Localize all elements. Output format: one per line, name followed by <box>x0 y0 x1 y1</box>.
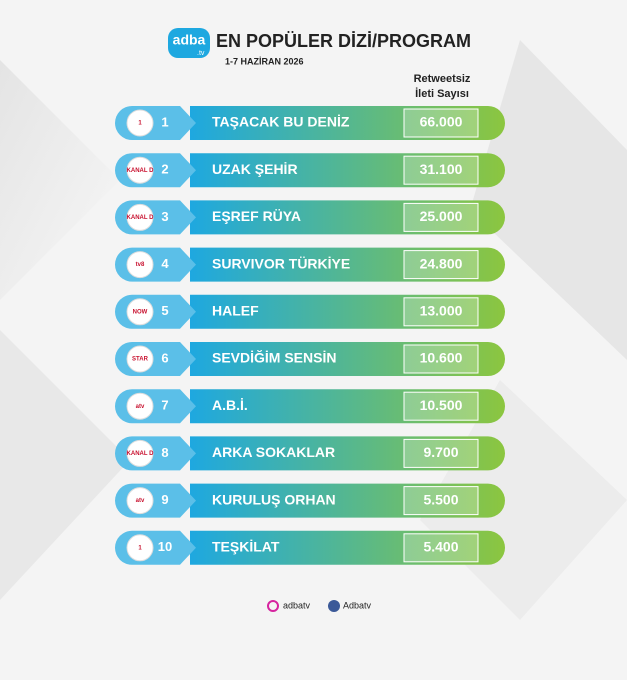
rank: 5 <box>161 303 168 318</box>
channel-name: NOW <box>133 309 148 315</box>
value: 5.500 <box>423 491 458 507</box>
rank: 7 <box>161 398 168 413</box>
channel-name: KANAL D <box>127 168 155 174</box>
column-header: Retweetsiz <box>414 73 471 85</box>
value-box <box>403 155 479 185</box>
column-header: İleti Sayısı <box>415 87 469 100</box>
channel-logo <box>126 345 154 373</box>
channel-name: KANAL D <box>127 451 155 457</box>
program-title: UZAK ŞEHİR <box>212 161 298 177</box>
channel-name: atv <box>136 498 145 504</box>
channel-name: tv8 <box>136 262 145 268</box>
row-bar <box>190 342 505 376</box>
value: 9.700 <box>423 444 458 460</box>
rank: 1 <box>161 114 168 129</box>
row-bar <box>190 389 505 424</box>
row-bar <box>190 436 505 471</box>
value: 25.000 <box>420 208 463 224</box>
program-title: EŞREF RÜYA <box>212 208 301 224</box>
channel-logo <box>126 439 154 467</box>
program-title: HALEF <box>212 303 259 319</box>
value-box <box>403 250 479 280</box>
channel-name: atv <box>136 404 145 410</box>
rank: 6 <box>161 350 168 365</box>
value: 10.600 <box>420 350 463 366</box>
bg-shape <box>470 40 627 360</box>
brand-logo-text: adba <box>173 32 206 48</box>
value-box <box>403 344 479 374</box>
program-title: TEŞKİLAT <box>212 539 280 555</box>
channel-logo <box>126 109 154 137</box>
row-bar <box>190 106 505 140</box>
program-title: KURULUŞ ORHAN <box>212 491 336 507</box>
channel-logo <box>126 392 154 420</box>
channel-name: 1 <box>138 121 142 127</box>
program-title: TAŞACAK BU DENİZ <box>212 114 350 130</box>
facebook-handle: Adbatv <box>343 600 372 610</box>
value-box <box>403 486 479 516</box>
row-bar <box>190 247 505 282</box>
program-title: SEVDİĞİM SENSİN <box>212 349 336 366</box>
value-box <box>403 533 479 563</box>
channel-logo <box>126 534 154 562</box>
value: 24.800 <box>420 255 463 271</box>
title: EN POPÜLER DİZİ/PROGRAM <box>216 31 471 51</box>
rows: 1 1 TAŞACAK BU DENİZ 66.000 KANAL D 2 UZAK ŞEH… <box>115 106 505 565</box>
value-box <box>403 108 479 138</box>
row-bar <box>190 294 505 329</box>
subtitle: 1-7 HAZİRAN 2026 <box>225 56 304 66</box>
rank: 4 <box>161 256 169 271</box>
facebook-icon <box>328 600 340 612</box>
channel-logo <box>126 487 154 515</box>
instagram-icon <box>267 600 279 612</box>
value-box <box>403 438 479 468</box>
row-bar <box>190 200 505 235</box>
channel-logo <box>126 298 154 326</box>
program-title: ARKA SOKAKLAR <box>212 444 335 460</box>
channel-name: STAR <box>132 357 149 363</box>
value-box <box>403 297 479 327</box>
rank: 3 <box>161 209 168 224</box>
value: 10.500 <box>420 397 463 413</box>
value: 31.100 <box>420 161 463 177</box>
channel-logo <box>126 203 154 231</box>
channel-logo <box>126 251 154 279</box>
value: 13.000 <box>420 303 463 319</box>
bg-shape <box>0 330 130 600</box>
row-bar <box>190 530 505 565</box>
value-box <box>403 202 479 232</box>
value: 66.000 <box>420 114 463 130</box>
bg-shape <box>0 60 120 300</box>
program-title: SURVIVOR TÜRKİYE <box>212 255 350 271</box>
rank: 2 <box>161 162 168 177</box>
brand-logo-suffix: .tv <box>197 50 205 57</box>
channel-logo <box>126 156 154 184</box>
rank: 8 <box>161 445 168 460</box>
instagram-handle: adbatv <box>283 600 311 610</box>
channel-name: KANAL D <box>127 215 155 221</box>
rank: 9 <box>161 492 168 507</box>
channel-name: 1 <box>138 545 142 551</box>
row-bar <box>190 483 505 518</box>
rank: 10 <box>158 539 172 554</box>
value: 5.400 <box>423 539 458 555</box>
program-title: A.B.İ. <box>212 397 248 413</box>
row-bar <box>190 153 505 188</box>
value-box <box>403 391 479 421</box>
brand-logo <box>168 28 210 58</box>
